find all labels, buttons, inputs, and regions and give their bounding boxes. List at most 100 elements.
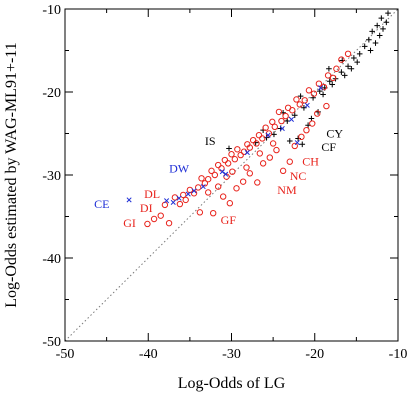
data-point-circle bbox=[259, 160, 267, 167]
data-point-x bbox=[200, 184, 206, 190]
annotation-label: GI bbox=[123, 216, 136, 230]
data-point-plus bbox=[380, 26, 386, 32]
data-point-circle bbox=[329, 74, 337, 82]
x-axis-title: Log-Odds of LG bbox=[178, 375, 286, 392]
data-point-plus bbox=[329, 81, 336, 88]
plot-frame bbox=[64, 8, 399, 342]
data-point-circle bbox=[244, 141, 251, 148]
y-tick-label: -30 bbox=[42, 169, 61, 184]
diagonal-layer bbox=[64, 8, 399, 342]
data-point-plus bbox=[361, 43, 368, 50]
data-point-circle bbox=[150, 215, 158, 223]
data-point-plus bbox=[345, 63, 351, 70]
data-point-plus bbox=[338, 69, 345, 75]
annotation-label: CE bbox=[94, 197, 109, 211]
x-tick-label: -30 bbox=[222, 347, 241, 362]
data-point-circle bbox=[303, 126, 310, 134]
data-point-circle bbox=[226, 200, 234, 207]
data-point-circle bbox=[338, 56, 345, 63]
data-point-plus bbox=[356, 51, 363, 57]
y-axis-title: Log-Odds estimated by WAG-ML91+-11 bbox=[3, 42, 20, 307]
data-point-plus bbox=[297, 93, 304, 99]
data-point-circle bbox=[219, 193, 227, 200]
data-point-circle bbox=[157, 212, 164, 219]
data-point-x bbox=[223, 171, 229, 177]
data-point-plus bbox=[326, 65, 332, 72]
annotation-label: DI bbox=[140, 201, 153, 215]
data-point-plus bbox=[299, 141, 306, 148]
data-point-circle bbox=[271, 123, 278, 131]
data-point-circle bbox=[208, 167, 215, 175]
x-tick-label: -50 bbox=[56, 347, 75, 362]
data-point-circle bbox=[234, 146, 241, 153]
data-point-circle bbox=[204, 189, 212, 196]
data-point-plus bbox=[385, 10, 391, 16]
data-point-circle bbox=[144, 220, 151, 228]
annotation-label: IS bbox=[205, 134, 216, 148]
data-point-plus bbox=[295, 135, 301, 142]
data-point-x bbox=[294, 140, 300, 146]
data-point-circle bbox=[298, 133, 305, 141]
data-point-circle bbox=[305, 87, 313, 94]
data-point-circle bbox=[324, 72, 332, 79]
data-point-circle bbox=[233, 185, 240, 192]
data-point-plus bbox=[348, 65, 355, 72]
annotation-label: GF bbox=[221, 213, 237, 227]
data-point-circle bbox=[344, 50, 352, 58]
data-point-plus bbox=[351, 55, 357, 61]
data-point-circle bbox=[209, 209, 217, 217]
x-tick-label: -20 bbox=[305, 347, 324, 362]
data-point-circle bbox=[269, 118, 276, 126]
data-point-circle bbox=[291, 142, 298, 150]
data-point-circle bbox=[262, 124, 269, 131]
data-point-x bbox=[185, 191, 191, 197]
data-point-circle bbox=[266, 154, 273, 161]
data-point-circle bbox=[196, 209, 204, 216]
y-tick-label: -20 bbox=[42, 86, 61, 101]
y-tick-label: -50 bbox=[42, 335, 61, 350]
data-point-circle bbox=[231, 156, 239, 163]
data-point-circle bbox=[228, 151, 235, 158]
data-point-circle bbox=[221, 156, 229, 164]
data-point-circle bbox=[198, 175, 205, 182]
data-point-circle bbox=[214, 183, 222, 190]
data-point-plus bbox=[308, 115, 315, 122]
axes-layer bbox=[64, 8, 399, 342]
data-point-x bbox=[244, 150, 250, 156]
annotation-label: CY bbox=[326, 127, 343, 141]
data-point-plus bbox=[291, 112, 298, 119]
data-point-circle bbox=[296, 101, 303, 108]
data-point-circle bbox=[333, 65, 340, 72]
data-point-x bbox=[126, 197, 132, 203]
annotation-label: DW bbox=[169, 161, 190, 175]
data-point-circle bbox=[309, 120, 316, 127]
data-point-circle bbox=[171, 194, 179, 201]
data-point-circle bbox=[323, 102, 330, 110]
data-point-circle bbox=[275, 108, 283, 116]
data-point-circle bbox=[204, 175, 212, 183]
data-point-x bbox=[164, 198, 170, 204]
data-point-plus bbox=[372, 40, 379, 46]
data-point-x bbox=[318, 85, 324, 91]
y-tick-label: -10 bbox=[42, 3, 61, 18]
data-point-x bbox=[304, 102, 310, 108]
data-point-circle bbox=[201, 180, 209, 187]
y-tick-label: -40 bbox=[42, 252, 61, 267]
data-point-x bbox=[191, 188, 197, 194]
data-point-x bbox=[265, 132, 271, 138]
data-point-circle bbox=[255, 131, 263, 139]
data-point-circle bbox=[182, 196, 189, 204]
data-point-circle bbox=[286, 158, 293, 165]
data-point-circle bbox=[256, 150, 264, 157]
annotation-label: CF bbox=[321, 140, 336, 154]
data-point-circle bbox=[229, 168, 236, 175]
annotation-label: NM bbox=[277, 183, 297, 197]
data-point-plus bbox=[369, 28, 375, 35]
data-point-plus bbox=[383, 19, 390, 26]
data-point-x bbox=[288, 116, 294, 122]
data-point-plus bbox=[226, 145, 232, 152]
data-point-plus bbox=[366, 36, 372, 43]
annotation-label: DL bbox=[144, 187, 160, 201]
